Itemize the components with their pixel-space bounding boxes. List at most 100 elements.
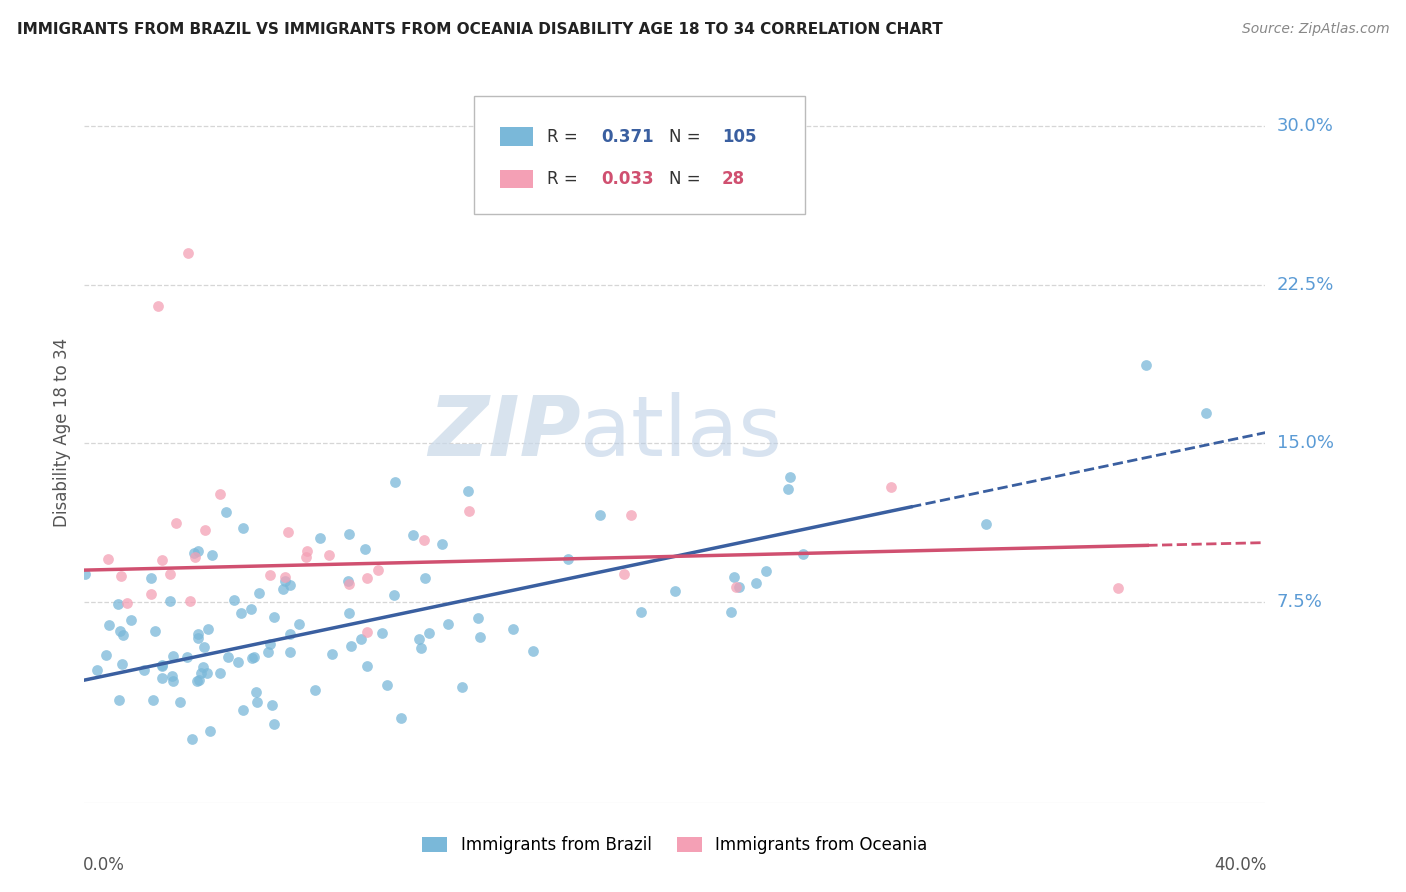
Point — [724, 580, 747, 594]
Point — [162, 648, 184, 663]
Point — [271, 582, 294, 596]
Point — [180, 732, 202, 747]
Point — [263, 609, 285, 624]
Point — [356, 572, 378, 586]
Point — [308, 531, 330, 545]
Point — [502, 622, 524, 636]
Point — [190, 666, 212, 681]
Point — [112, 627, 135, 641]
Point — [778, 482, 800, 496]
Point — [110, 569, 132, 583]
Point — [243, 650, 266, 665]
Point — [217, 649, 239, 664]
Text: R =: R = — [547, 128, 583, 146]
Point — [107, 692, 129, 706]
Text: 7.5%: 7.5% — [1277, 593, 1323, 611]
FancyBboxPatch shape — [474, 95, 804, 214]
Point — [215, 505, 238, 519]
Point — [259, 568, 281, 582]
Text: Source: ZipAtlas.com: Source: ZipAtlas.com — [1241, 22, 1389, 37]
Point — [557, 552, 579, 566]
Point — [412, 533, 434, 547]
Point — [522, 644, 544, 658]
Point — [184, 550, 207, 565]
Point — [86, 663, 108, 677]
Point — [727, 580, 749, 594]
Point — [350, 632, 373, 646]
Point — [150, 671, 173, 685]
Point — [108, 624, 131, 638]
Point — [278, 578, 301, 592]
Text: 22.5%: 22.5% — [1277, 276, 1334, 293]
Point — [94, 648, 117, 662]
Point — [340, 640, 363, 654]
Point — [337, 526, 360, 541]
Point — [337, 606, 360, 620]
Point — [134, 663, 156, 677]
Point — [337, 574, 360, 588]
Point — [177, 245, 200, 260]
Point — [295, 549, 318, 564]
Text: IMMIGRANTS FROM BRAZIL VS IMMIGRANTS FROM OCEANIA DISABILITY AGE 18 TO 34 CORREL: IMMIGRANTS FROM BRAZIL VS IMMIGRANTS FRO… — [17, 22, 942, 37]
Point — [413, 572, 436, 586]
Point — [418, 626, 440, 640]
Point — [402, 528, 425, 542]
Point — [226, 655, 249, 669]
Y-axis label: Disability Age 18 to 34: Disability Age 18 to 34 — [53, 338, 72, 527]
Text: 0.033: 0.033 — [602, 170, 654, 188]
Point — [384, 475, 406, 489]
Point — [589, 508, 612, 523]
Point — [187, 632, 209, 646]
Point — [139, 586, 162, 600]
Point — [115, 596, 138, 610]
Text: N =: N = — [669, 170, 706, 188]
Point — [160, 669, 183, 683]
Point — [245, 684, 267, 698]
Point — [297, 543, 319, 558]
Point — [193, 640, 215, 654]
Point — [409, 641, 432, 656]
Point — [437, 616, 460, 631]
Point — [186, 673, 208, 688]
Point — [232, 521, 254, 535]
Point — [187, 627, 209, 641]
Point — [257, 645, 280, 659]
Point — [198, 723, 221, 738]
Point — [367, 563, 389, 577]
Point — [159, 594, 181, 608]
Text: 28: 28 — [723, 170, 745, 188]
Point — [179, 593, 201, 607]
Point — [239, 602, 262, 616]
Point — [280, 645, 302, 659]
Text: 0.371: 0.371 — [602, 128, 654, 146]
Point — [229, 607, 252, 621]
Text: ZIP: ZIP — [427, 392, 581, 473]
Point — [143, 624, 166, 639]
Point — [451, 680, 474, 694]
Point — [880, 480, 903, 494]
Point — [745, 576, 768, 591]
Point — [263, 717, 285, 731]
Point — [779, 469, 801, 483]
Point — [274, 569, 297, 583]
Point — [107, 598, 129, 612]
Point — [974, 516, 997, 531]
Point — [353, 542, 375, 557]
Point — [288, 616, 311, 631]
Point — [377, 678, 399, 692]
Text: 0.0%: 0.0% — [83, 856, 125, 874]
Point — [709, 182, 731, 196]
Point — [318, 548, 340, 562]
Point — [720, 605, 742, 619]
Point — [278, 626, 301, 640]
Point — [142, 692, 165, 706]
Point — [191, 660, 214, 674]
Point — [1135, 358, 1157, 372]
Point — [1195, 406, 1218, 420]
Point — [148, 299, 170, 313]
Point — [408, 632, 430, 647]
Point — [183, 546, 205, 560]
Point — [458, 504, 481, 518]
Point — [356, 625, 378, 640]
Point — [150, 659, 173, 673]
